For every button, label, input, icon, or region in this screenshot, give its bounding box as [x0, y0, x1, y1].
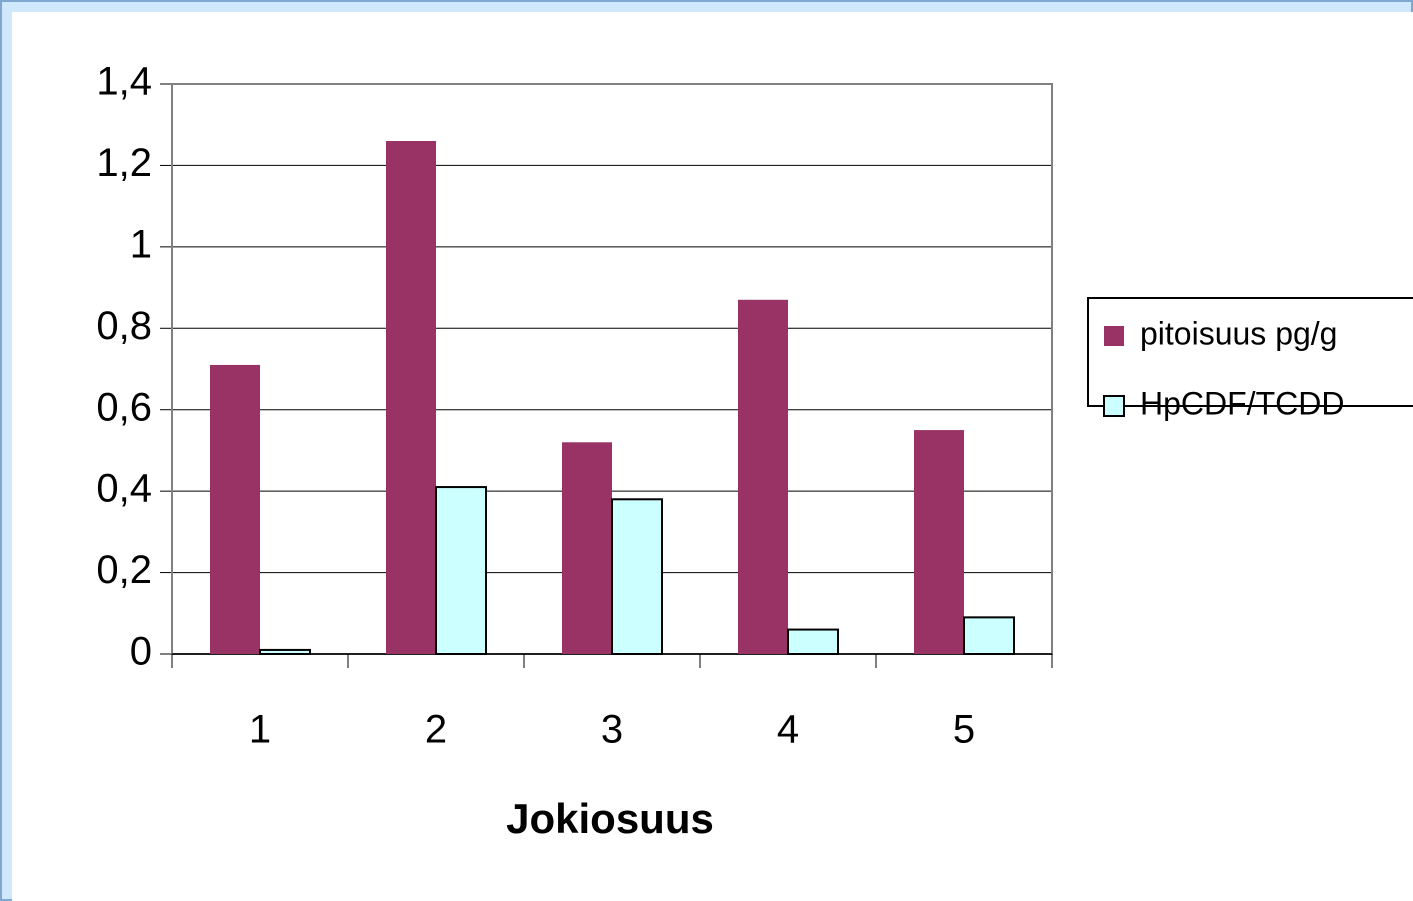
x-tick-label: 3: [601, 708, 623, 752]
legend-label: pitoisuus pg/g: [1140, 315, 1337, 351]
y-tick-label: 0,2: [96, 548, 152, 592]
y-tick-label: 0,4: [96, 467, 152, 511]
y-tick-label: 0: [130, 630, 152, 674]
bar: [963, 616, 1015, 655]
legend-label: HpCDF/TCDD: [1140, 385, 1344, 421]
bar: [435, 486, 487, 656]
legend-swatch: [1104, 326, 1124, 346]
x-tick-label: 4: [777, 708, 799, 752]
legend-swatch: [1103, 395, 1125, 417]
legend-box: [1087, 297, 1413, 407]
bar: [738, 299, 788, 654]
x-axis-title: Jokiosuus: [506, 795, 714, 842]
y-tick-label: 1,2: [96, 141, 152, 185]
bar: [611, 498, 663, 655]
bar: [562, 442, 612, 654]
bar: [259, 648, 311, 656]
y-tick-label: 1,4: [96, 60, 152, 104]
x-tick-label: 2: [425, 708, 447, 752]
bar: [210, 364, 260, 654]
bar: [914, 430, 964, 654]
y-tick-label: 1: [130, 222, 152, 266]
x-tick-label: 1: [249, 708, 271, 752]
y-tick-label: 0,8: [96, 304, 152, 348]
bar: [386, 141, 436, 654]
bar: [787, 628, 839, 655]
y-tick-label: 0,6: [96, 385, 152, 429]
x-tick-label: 5: [953, 708, 975, 752]
